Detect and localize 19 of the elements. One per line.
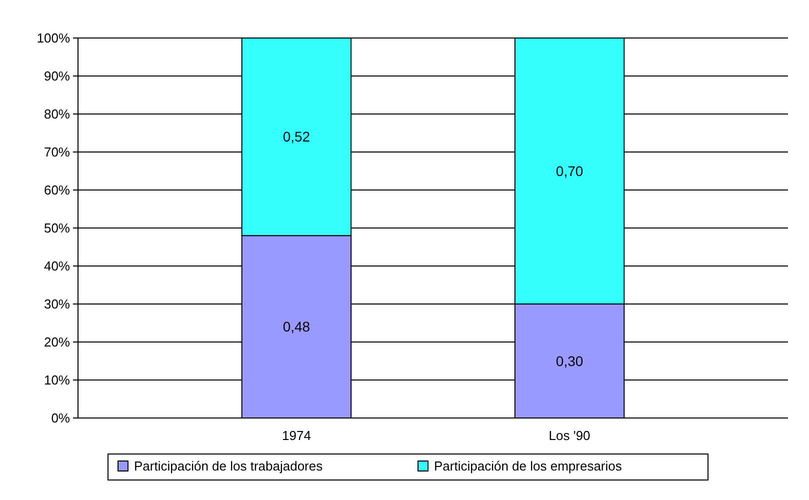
y-tick-label: 10% bbox=[44, 372, 70, 388]
y-tick-label: 0% bbox=[51, 410, 70, 426]
data-label: 0,52 bbox=[282, 128, 310, 145]
y-tick-label: 60% bbox=[44, 182, 70, 198]
y-tick-label: 40% bbox=[44, 258, 70, 274]
data-label: 0,48 bbox=[282, 318, 310, 335]
legend-label: Participación de los empresarios bbox=[434, 458, 622, 474]
x-tick-label: Los '90 bbox=[548, 428, 590, 443]
y-tick-label: 70% bbox=[44, 144, 70, 160]
y-tick-label: 80% bbox=[44, 106, 70, 122]
data-label: 0,70 bbox=[556, 162, 584, 179]
legend-label: Participación de los trabajadores bbox=[134, 458, 324, 474]
y-tick-label: 90% bbox=[44, 68, 70, 84]
y-tick-label: 20% bbox=[44, 334, 70, 350]
data-label: 0,30 bbox=[556, 352, 584, 369]
y-tick-label: 100% bbox=[36, 30, 70, 46]
y-tick-label: 30% bbox=[44, 296, 70, 312]
x-tick-label: 1974 bbox=[282, 428, 311, 443]
y-tick-label: 50% bbox=[44, 220, 70, 236]
